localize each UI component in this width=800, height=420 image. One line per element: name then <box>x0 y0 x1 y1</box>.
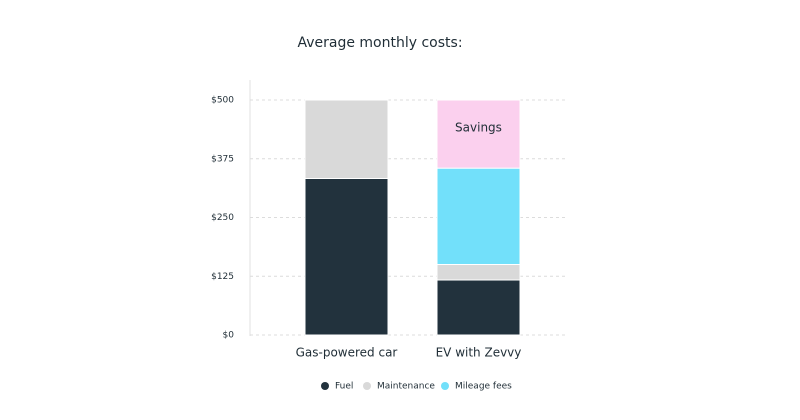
bar-segment <box>436 167 521 265</box>
bar-segment <box>436 99 521 169</box>
legend-label: Mileage fees <box>455 382 512 392</box>
y-tick-label: $500 <box>211 96 234 106</box>
bar-segment <box>304 177 389 336</box>
legend-swatch <box>363 382 371 390</box>
y-tick-label: $0 <box>223 331 235 341</box>
y-tick-label: $375 <box>211 154 234 164</box>
legend-swatch <box>441 382 449 390</box>
bar-segment <box>436 279 521 336</box>
bar-segment <box>304 99 389 179</box>
legend-swatch <box>321 382 329 390</box>
chart-title: Average monthly costs: <box>297 35 462 51</box>
y-tick-label: $125 <box>211 272 234 282</box>
y-tick-label: $250 <box>211 213 234 223</box>
legend-label: Fuel <box>335 382 353 392</box>
legend-label: Maintenance <box>377 382 435 392</box>
x-tick-label: Gas-powered car <box>296 346 398 360</box>
x-tick-label: EV with Zevvy <box>436 346 522 360</box>
bar-segment <box>436 264 521 281</box>
segment-label: Savings <box>455 121 502 135</box>
